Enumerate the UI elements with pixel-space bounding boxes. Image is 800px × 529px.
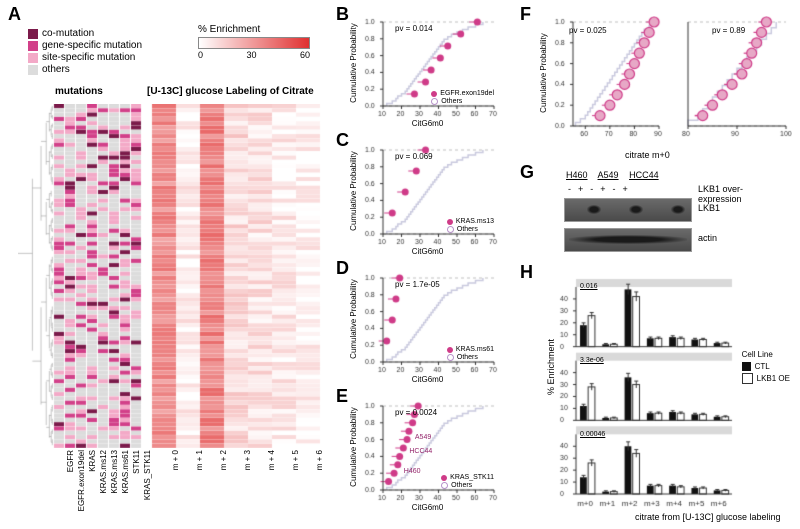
legend-item: CTL — [755, 362, 770, 371]
heatmap-col-label: m + 6 — [315, 450, 324, 470]
label-B: B — [336, 4, 349, 25]
label-C: C — [336, 130, 349, 151]
heatmap-col-label: m + 4 — [267, 450, 276, 470]
ylabel: Cumulative Probability — [349, 279, 358, 359]
legend-item: Others — [457, 354, 478, 361]
legend-item: KRAS.ms61 — [456, 346, 494, 353]
label-H: H — [520, 262, 533, 283]
legend-item: Others — [451, 482, 472, 489]
annotation: HCC44 — [409, 448, 432, 455]
legend-panel-H: Cell Line CTL LKB1 OE — [742, 350, 790, 386]
heatmap-col-label: m + 2 — [219, 450, 228, 470]
annotation: A549 — [415, 434, 431, 441]
legend-mutation-types: co-mutation gene-specific mutation site-… — [28, 28, 142, 76]
legend-title: % Enrichment — [198, 24, 310, 35]
ylabel: Cumulative Probability — [349, 23, 358, 103]
heatmap-col-label: EGFR.exon19del — [77, 450, 86, 511]
legend-item: co-mutation — [42, 28, 94, 39]
heatmap-col-label: KRAS.ms13 — [110, 450, 119, 494]
tick: 30 — [246, 50, 256, 60]
legend-item: site-specific mutation — [42, 52, 135, 63]
xlabel: CitG6m0 — [412, 119, 444, 128]
legend-item: gene-specific mutation — [42, 40, 142, 51]
panel-F-left: Cumulative Probability pv = 0.025 — [545, 16, 665, 146]
panel-E: Cumulative Probability CitG6m0 pv = 0.00… — [355, 400, 500, 510]
cell-line-label: HCC44 — [629, 170, 659, 180]
pv: 3.3e-06 — [580, 357, 604, 364]
pvalue: pv = 0.025 — [569, 26, 607, 35]
blot-lkb1 — [564, 198, 692, 222]
heatmap-col-label: KRAS — [88, 450, 97, 472]
heatmap — [18, 104, 328, 448]
xlabel: CitG6m0 — [412, 247, 444, 256]
gradient-bar — [198, 37, 310, 49]
panel-B: Cumulative Probability CitG6m0 pv = 0.01… — [355, 16, 500, 126]
heatmap-col-label: m + 3 — [243, 450, 252, 470]
annotation: H460 — [404, 468, 421, 475]
heatmap-col-label: m + 1 — [195, 450, 204, 470]
row-label: LKB1 — [698, 203, 720, 213]
xlabel: CitG6m0 — [412, 375, 444, 384]
ylabel: Cumulative Probability — [539, 33, 548, 113]
pvalue: pv = 1.7e-05 — [395, 280, 440, 289]
pvalue: pv = 0.014 — [395, 24, 433, 33]
legend-item: others — [42, 64, 70, 75]
pv: 0.00046 — [580, 431, 605, 438]
legend-item: EGFR.exon19del — [440, 90, 494, 97]
heatmap-col-label: m + 0 — [171, 450, 180, 470]
xlabel: citrate from [U-13C] glucose labeling — [635, 512, 781, 522]
panel-A: co-mutation gene-specific mutation site-… — [0, 0, 330, 529]
heatmap-col-label: KRAS.ms12 — [99, 450, 108, 494]
legend-item: KRAS.ms13 — [456, 218, 494, 225]
heatmap-col-label: STK11 — [132, 450, 141, 474]
treatment-row: -+-+-+ — [568, 184, 635, 194]
label-G: G — [520, 162, 534, 183]
heatmap-col-label: EGFR — [66, 450, 75, 472]
pvalue: pv = 0.89 — [712, 26, 745, 35]
legend-item: Others — [457, 226, 478, 233]
label-D: D — [336, 258, 349, 279]
panel-C: Cumulative Probability CitG6m0 pv = 0.06… — [355, 144, 500, 254]
label-F: F — [520, 4, 531, 25]
label-E: E — [336, 386, 348, 407]
legend-enrichment: % Enrichment 0 30 60 — [198, 24, 310, 60]
cell-line-label: A549 — [598, 170, 619, 180]
ylabel: Cumulative Probability — [349, 151, 358, 231]
xlabel: CitG6m0 — [412, 503, 444, 512]
blot-actin — [564, 228, 692, 252]
pvalue: pv = 0.069 — [395, 152, 433, 161]
panel-G: H460 A549 HCC44 LKB1 over-expression -+-… — [550, 170, 780, 265]
panel-H: % Enrichment citrate from [U-13C] glucos… — [550, 275, 788, 520]
legend-item: Others — [441, 98, 462, 105]
pvalue: pv = 0.0024 — [395, 408, 437, 417]
tick: 0 — [198, 50, 203, 60]
pv: 0.016 — [580, 283, 598, 290]
heatmap-col-label: KRAS_STK11 — [143, 450, 152, 500]
cell-line-label: H460 — [566, 170, 588, 180]
heatmap-titles: mutations [U-13C] glucose Labeling of Ci… — [55, 86, 103, 97]
panel-D: Cumulative Probability CitG6m0 pv = 1.7e… — [355, 272, 500, 382]
ylabel: % Enrichment — [546, 339, 556, 395]
panelF-xlabel: citrate m+0 — [625, 150, 670, 160]
legend-title: Cell Line — [742, 350, 790, 359]
legend-item: LKB1 OE — [757, 374, 790, 383]
legend-item: KRAS_STK11 — [450, 474, 494, 481]
ylabel: Cumulative Probability — [349, 407, 358, 487]
panel-F-right: pv = 0.89 — [672, 16, 792, 146]
figure: A B C D E F G H co-mutation gene-specifi… — [0, 0, 800, 529]
heatmap-col-label: KRAS.ms61 — [121, 450, 130, 494]
row-label: actin — [698, 233, 717, 243]
heatmap-title-left: mutations — [55, 86, 103, 97]
heatmap-title-right: [U-13C] glucose Labeling of Citrate — [147, 86, 314, 97]
tick: 60 — [300, 50, 310, 60]
heatmap-col-label: m + 5 — [291, 450, 300, 470]
oe-label: LKB1 over-expression — [698, 184, 780, 204]
